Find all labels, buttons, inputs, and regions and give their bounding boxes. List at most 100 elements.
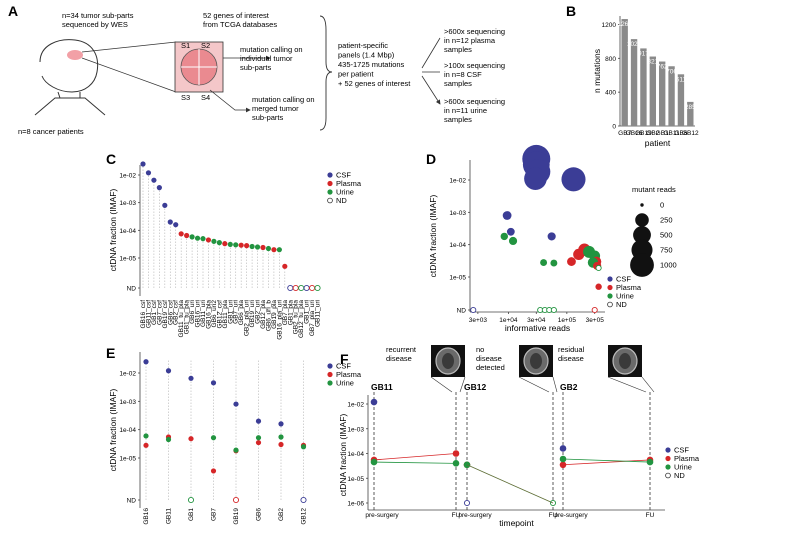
call-merged-text: mutation calling on merged tumor sub-parts [252,95,315,122]
urine-point [278,434,284,440]
nd-point [463,499,471,507]
panel-f-label: F [340,351,349,367]
x-axis-title: informative reads [505,323,570,333]
text-line: sequenced by WES [62,20,128,29]
csf-point [233,401,239,407]
legend-urine-label: Urine [336,188,354,197]
sample-label: GB11_tu_pla [178,300,185,338]
scan-connector [430,376,453,393]
sample-label: GB1_uri [304,300,311,324]
urine-point [249,243,255,250]
seq-csf-text: >100x sequencing in n=8 CSF samples [444,61,505,88]
size-legend-label: 250 [660,216,673,225]
csf-point [547,232,556,241]
nd-point [298,284,305,292]
plasma-point [260,244,266,251]
y-tick-label: 800 [605,56,616,63]
text-line: >100x sequencing [444,61,505,70]
plasma-point [210,468,217,474]
panel-d: D ND 1e-05 1e-04 1e-03 1e-02 3e+03 1e+04 3e+04 1… [426,144,677,333]
sample-label: GB11_uri [315,300,322,327]
urine-point [211,238,217,244]
csf-point [162,202,168,208]
sample-label: GB11_uri [200,300,207,327]
size-legend-label: 750 [660,246,673,255]
bar [668,66,675,126]
bar-value-label: 1264 [617,21,632,28]
panel-e: E ND 1e-05 1e-04 1e-03 1e-02 ctDNA fraction (… [106,345,362,525]
x-tick-label: 3e+03 [469,317,488,324]
nd-point [314,284,321,292]
bar [659,61,666,127]
nd-point [309,284,316,292]
sample-label: GB19_uri [249,300,256,327]
urine-point [210,435,217,441]
y-axis-title: ctDNA fraction (IMAF) [108,389,118,472]
urine-point [559,455,567,463]
urine-point [165,436,172,443]
sample-label: GB2_tu_pla [293,300,300,335]
sample-label: GB16_pla [205,300,212,329]
y-axis-title: ctDNA fraction (IMAF) [338,414,348,497]
legend-urine-swatch [327,189,333,195]
urine-point [500,232,508,241]
sample-label: GB12_csf [216,300,223,329]
patient-label: GB12 [464,382,486,392]
x-tick-label: GB2 [646,130,659,137]
panel-c-label: C [106,151,116,167]
size-legend-label: 0 [660,201,664,210]
x-tick-label: 1e+05 [558,317,577,324]
legend-csf-swatch [327,363,333,369]
legend-plasma-label: Plasma [336,179,362,188]
x-tick-label: pre-surgery [554,512,588,519]
text-line: samples [444,115,472,124]
bar [621,19,628,126]
timepoint-line-chart: 1e-06 1e-05 1e-04 1e-03 1e-02 ctDNA fraction … [338,345,700,528]
legend-csf-label: CSF [336,171,351,180]
y-tick-label: 1e-04 [347,451,364,458]
urine-point [300,444,307,450]
urine-point [189,234,195,240]
scan-caption: recurrent disease [386,345,417,363]
csf-point [561,167,586,192]
sample-label: GB12_tu_pla [298,300,305,338]
text-line: >600x sequencing [444,97,505,106]
urine-point [216,240,222,246]
seq-urine-text: >600x sequencing in n=11 urine samples [444,97,505,124]
y-tick-label: 1e-05 [449,275,466,282]
sample-label: GB1_csf [151,300,158,325]
patient-label: GB2 [560,382,578,392]
sample-label: GB1_tu_pla [184,300,191,335]
y-tick-label: 1e-03 [347,426,364,433]
bar-value-label: 762 [657,64,668,71]
csf-point [370,398,378,406]
legend-plasma-swatch [607,284,613,291]
y-tick-label: 1e-05 [119,256,136,263]
scan-caption: no disease detected [476,345,505,372]
x-tick-label: GB2 [278,508,285,521]
scan-caption: residual disease [558,345,585,363]
y-tick-label: 1e-04 [119,427,136,434]
sample-label: GB1_pla [287,300,294,326]
legend-plasma-swatch [327,371,333,378]
plasma-point [271,247,277,253]
size-legend-circle [635,213,649,227]
text-line: sub-parts [252,113,284,122]
csf-point [140,161,146,167]
sample-label: GB7_csf [156,300,163,325]
plasma-line [562,459,651,466]
x-tick-label: FU [549,512,558,519]
y-tick-label: 1e-02 [119,173,136,180]
csf-point [255,418,262,424]
y-tick-label: 400 [605,90,616,97]
legend-csf-label: CSF [616,275,631,284]
plasma-point [282,263,288,269]
legend-urine-swatch [607,293,613,299]
nd-point [287,284,294,292]
text-line: patient-specific [338,41,388,50]
plasma-point [452,450,460,457]
sample-label: GB11_csf [145,300,152,328]
y-tick-label: 0 [612,124,616,131]
text-line: 52 genes of interest [203,11,270,20]
sample-label: GB6_csf [167,300,174,325]
